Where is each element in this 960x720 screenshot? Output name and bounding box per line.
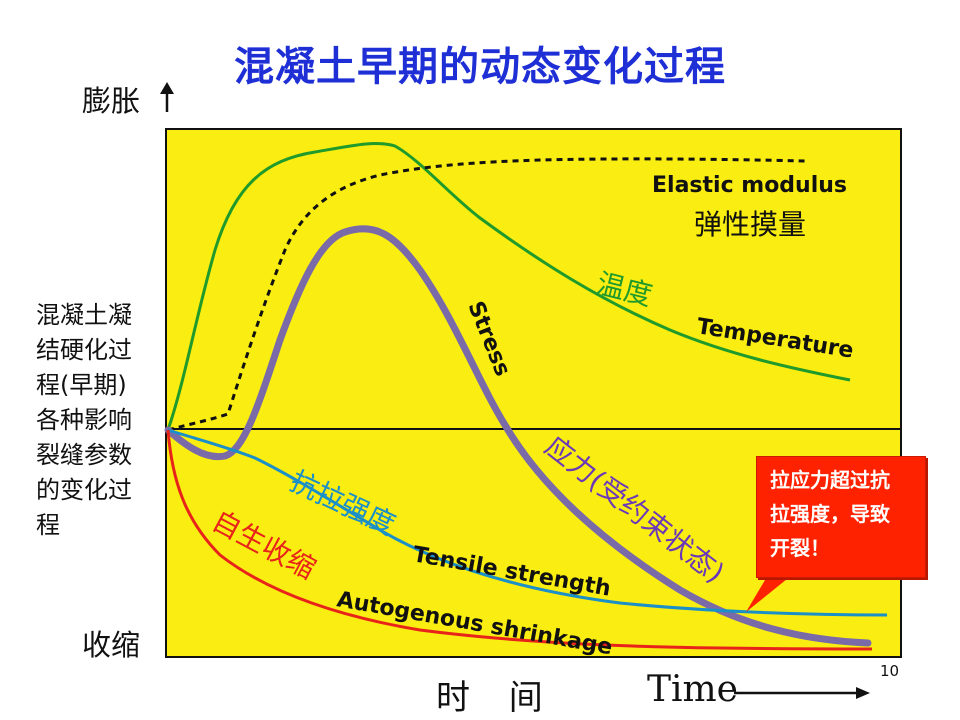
side-text-line: 裂缝参数 [36,441,132,469]
elastic-modulus-label-en: Elastic modulus [652,173,847,198]
y-axis-up-arrow-icon [160,82,174,112]
slide-title: 混凝土早期的动态变化过程 [234,44,726,90]
side-text-line: 混凝土凝 [36,301,132,329]
side-text-line: 结硬化过 [36,336,132,364]
page-number: 10 [880,662,900,680]
side-text-line: 程 [36,511,60,539]
callout-line: 拉强度，导致 [770,502,890,526]
y-axis-bottom-label: 收缩 [82,628,141,662]
temperature-curve [166,142,851,431]
callout-pointer [746,575,792,612]
expansion-label: 膨胀 [82,84,141,118]
elastic-modulus-label-cn: 弹性摸量 [694,208,806,241]
callout-line: 开裂！ [770,536,830,560]
cracking-callout: 拉应力超过抗 拉强度，导致 开裂！ [756,456,926,578]
autogenous-shrinkage-curve [166,429,873,651]
side-text-line: 程(早期) [36,371,127,399]
elastic-modulus-curve [167,157,806,432]
stress-curve [164,225,872,647]
x-axis-label-cn: 时 间 [436,678,557,718]
side-text-line: 各种影响 [36,406,132,434]
side-text-line: 的变化过 [36,476,132,504]
y-axis-top-label: 膨胀 [82,78,140,120]
side-description: 混凝土凝 结硬化过 程(早期) 各种影响 裂缝参数 的变化过 程 [36,298,156,543]
x-axis-label-en: Time [647,669,738,710]
tensile-strength-curve [167,428,888,617]
callout-line: 拉应力超过抗 [770,468,890,492]
time-arrow-icon [856,687,870,699]
